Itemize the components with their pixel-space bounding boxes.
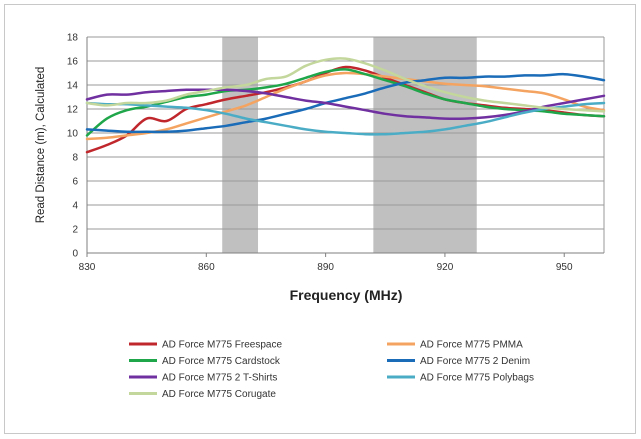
legend: AD Force M775 Freespace AD Force M775 PMM…: [129, 340, 534, 400]
y-tick-label: 6: [72, 177, 78, 188]
series-line-5: [85, 88, 606, 120]
series-line-7: [85, 57, 606, 113]
series-line-2: [85, 71, 606, 141]
x-axis-title: Frequency (MHz): [290, 287, 403, 303]
axes: [86, 37, 605, 257]
legend-label: AD Force M775 2 Denim: [420, 356, 530, 367]
series-line-3: [85, 68, 606, 137]
y-tick-label: 16: [67, 57, 79, 68]
series-line-4: [85, 72, 606, 134]
y-tick-label: 8: [72, 153, 78, 164]
legend-label: AD Force M775 Corugate: [162, 389, 276, 400]
y-tick-label: 0: [72, 249, 78, 260]
x-tick-labels: 830 860 890 920 950: [79, 262, 573, 273]
legend-label: AD Force M775 Cardstock: [162, 356, 281, 367]
legend-label: AD Force M775 Polybags: [420, 373, 534, 384]
y-tick-label: 10: [67, 129, 79, 140]
x-tick-label: 860: [198, 262, 215, 273]
x-tick-label: 950: [556, 262, 573, 273]
y-tick-label: 14: [67, 81, 79, 92]
y-tick-label: 18: [67, 33, 79, 44]
x-tick-label: 830: [79, 262, 96, 273]
x-tick-label: 920: [437, 262, 454, 273]
y-tick-labels: 0 2 4 6 8 10 12 14 16 18: [67, 33, 79, 260]
x-tick-label: 890: [317, 262, 334, 273]
shaded-band-2: [373, 37, 477, 253]
legend-label: AD Force M775 Freespace: [162, 340, 282, 351]
y-tick-label: 4: [72, 201, 78, 212]
series-lines: [85, 57, 606, 154]
legend-label: AD Force M775 PMMA: [420, 340, 523, 351]
legend-label: AD Force M775 2 T-Shirts: [162, 373, 277, 384]
y-axis-title: Read Distance (m), Calculated: [35, 67, 47, 224]
y-tick-label: 2: [72, 225, 78, 236]
y-tick-label: 12: [67, 105, 79, 116]
shaded-band-1: [222, 37, 259, 253]
series-line-6: [85, 101, 606, 136]
shaded-bands: [222, 37, 477, 253]
